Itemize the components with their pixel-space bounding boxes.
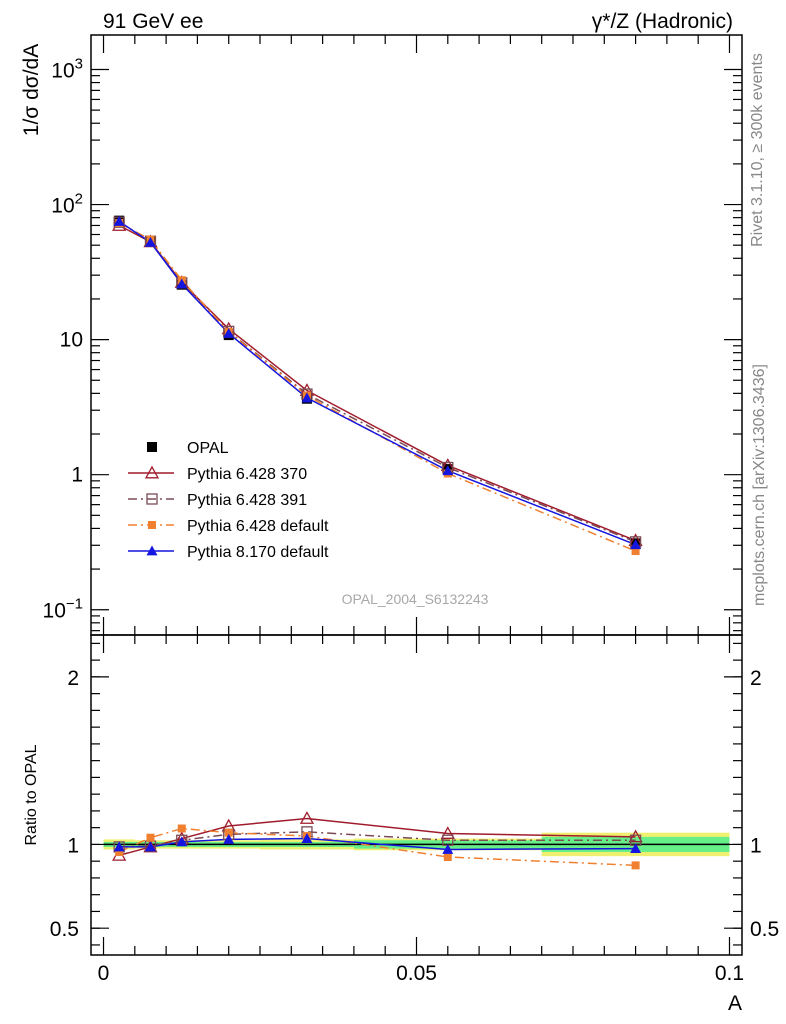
legend-label-pythia-6-428-391: Pythia 6.428 391 bbox=[187, 492, 307, 509]
header-right-label: γ*/Z (Hadronic) bbox=[592, 10, 733, 33]
main-ytick-label-1: 1 bbox=[71, 464, 83, 487]
ratio-point-pythia-6-428-370-6 bbox=[628, 829, 643, 843]
mcplots-label: mcplots.cern.ch [arXiv:1306.3436] bbox=[751, 364, 768, 606]
legend-marker-pythia-8-170-default bbox=[146, 545, 158, 556]
ratio-point-pythia-8-170-default-6 bbox=[630, 843, 642, 854]
analysis-watermark: OPAL_2004_S6132243 bbox=[342, 591, 489, 607]
xtick-label-1: 0.05 bbox=[396, 962, 437, 985]
ratio-panel-frame bbox=[90, 634, 743, 956]
main-point-pythia-8-170-default-2 bbox=[176, 278, 188, 289]
legend-marker-opal bbox=[147, 442, 157, 452]
ratio-ytick-label-left-2: 2 bbox=[67, 667, 79, 690]
ratio-point-pythia-6-428-370-5 bbox=[440, 826, 455, 839]
ratio-ytick-label-left-1: 1 bbox=[67, 834, 79, 857]
legend-label-pythia-8-170-default: Pythia 8.170 default bbox=[187, 544, 329, 561]
ratio-point-pythia-8-170-default-0 bbox=[113, 841, 125, 852]
ratio-point-pythia-6-428-default-2 bbox=[177, 824, 186, 833]
x-axis-label: A bbox=[728, 992, 742, 1015]
main-y-axis-label: 1/σ dσ/dA bbox=[20, 44, 43, 136]
main-point-pythia-8-170-default-4 bbox=[301, 392, 313, 403]
ratio-ytick-label-right-1: 1 bbox=[750, 834, 762, 857]
legend-marker-pythia-6-428-391 bbox=[146, 493, 158, 505]
legend: OPAL Pythia 6.428 370 Pythia 6.428 391 Pyth… bbox=[128, 440, 329, 561]
main-ytick-label-3: 102 bbox=[51, 191, 83, 218]
main-ytick-label-0: 10−1 bbox=[43, 596, 83, 623]
series-markers bbox=[112, 215, 643, 870]
xtick-label-2: 0.1 bbox=[715, 962, 744, 985]
main-point-pythia-8-170-default-1 bbox=[144, 236, 156, 247]
ratio-point-pythia-6-428-370-4 bbox=[299, 811, 315, 824]
main-point-pythia-8-170-default-0 bbox=[113, 215, 125, 226]
ratio-line-pythia-6-428-391 bbox=[119, 831, 636, 848]
ratio-point-pythia-6-428-default-3 bbox=[224, 828, 233, 837]
ratio-point-pythia-8-170-default-2 bbox=[176, 836, 188, 847]
ratio-ytick-label-left-0: 0.5 bbox=[50, 918, 79, 941]
main-point-pythia-8-170-default-6 bbox=[630, 539, 642, 550]
ratio-point-pythia-6-428-default-1 bbox=[146, 833, 155, 842]
legend-marker-pythia-6-428-default bbox=[148, 521, 156, 529]
main-point-pythia-8-170-default-3 bbox=[223, 327, 235, 338]
ratio-ytick-label-right-0: 0.5 bbox=[750, 918, 779, 941]
ratio-point-pythia-8-170-default-3 bbox=[223, 833, 235, 844]
main-point-pythia-8-170-default-5 bbox=[442, 465, 454, 476]
rivet-version-label: Rivet 3.1.10, ≥ 300k events bbox=[749, 53, 766, 247]
main-point-pythia-6-428-default-6 bbox=[631, 547, 640, 556]
ratio-point-pythia-6-428-default-0 bbox=[115, 847, 124, 856]
ratio-y-axis-label: Ratio to OPAL bbox=[23, 744, 40, 845]
main-ytick-label-4: 103 bbox=[51, 55, 83, 82]
xtick-label-0: 0 bbox=[98, 962, 110, 985]
ratio-point-pythia-6-428-default-5 bbox=[443, 852, 452, 861]
legend-label-opal: OPAL bbox=[187, 440, 229, 457]
ratio-point-pythia-8-170-default-5 bbox=[442, 843, 454, 854]
main-ytick-label-2: 10 bbox=[60, 329, 83, 352]
ratio-point-pythia-8-170-default-4 bbox=[301, 833, 313, 843]
legend-label-pythia-6-428-default: Pythia 6.428 default bbox=[187, 518, 329, 535]
header-left-label: 91 GeV ee bbox=[103, 10, 203, 33]
ratio-point-pythia-8-170-default-1 bbox=[144, 841, 156, 852]
axes-ticks: 10−1 1 10 102 103 0.5 0.5 1 1 2 2 0 0.05 0.1 bbox=[43, 35, 779, 985]
ratio-point-pythia-6-428-default-6 bbox=[631, 861, 640, 870]
legend-marker-pythia-6-428-370 bbox=[144, 465, 160, 479]
ratio-ytick-label-right-2: 2 bbox=[750, 667, 762, 690]
legend-label-pythia-6-428-370: Pythia 6.428 370 bbox=[187, 466, 307, 483]
